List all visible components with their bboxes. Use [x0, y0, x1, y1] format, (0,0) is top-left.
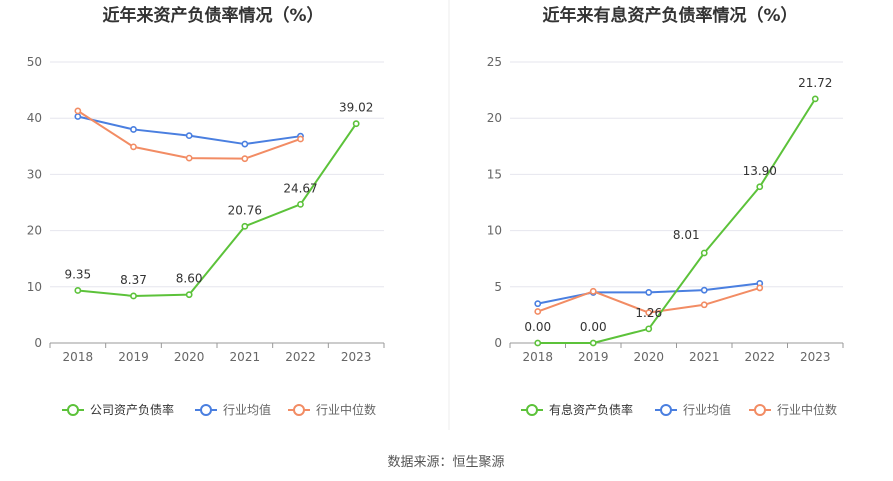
x-tick-label: 2021	[689, 350, 720, 364]
x-tick-label: 2018	[63, 350, 94, 364]
legend-marker	[526, 404, 538, 416]
data-label: 39.02	[339, 101, 373, 115]
y-tick-label: 10	[27, 280, 42, 294]
data-point	[130, 126, 137, 133]
legend-label: 公司资产负债率	[90, 402, 174, 417]
legend-label: 行业中位数	[316, 402, 376, 417]
data-point	[297, 200, 304, 208]
y-tick-label: 0	[34, 336, 42, 350]
data-point	[534, 308, 542, 315]
data-point	[645, 289, 653, 296]
x-tick-label: 2019	[118, 350, 149, 364]
data-point	[700, 286, 708, 294]
series-line	[77, 115, 301, 146]
legend-marker	[660, 404, 672, 416]
chart-title: 近年来资产负债率情况（%）	[102, 5, 323, 26]
data-point	[589, 339, 597, 347]
data-point	[297, 135, 304, 143]
x-tick-label: 2020	[174, 350, 205, 364]
data-point	[74, 107, 82, 115]
data-point	[74, 113, 82, 120]
data-point	[241, 155, 249, 163]
x-tick-label: 2022	[744, 350, 775, 364]
data-label: 0.00	[524, 320, 551, 334]
x-tick-label: 2023	[800, 350, 831, 364]
x-tick-label: 2021	[230, 350, 261, 364]
legend-marker	[293, 404, 305, 416]
y-tick-label: 10	[487, 224, 502, 238]
data-point	[74, 287, 82, 294]
data-point	[352, 120, 360, 128]
data-point	[241, 222, 249, 230]
data-point	[534, 339, 542, 347]
data-point	[645, 325, 653, 333]
x-tick-label: 2018	[522, 350, 553, 364]
data-label: 21.72	[798, 76, 832, 90]
data-point	[185, 154, 193, 162]
legend-marker	[754, 404, 766, 416]
data-label: 24.67	[283, 181, 317, 195]
data-point	[756, 284, 764, 292]
data-label: 1.26	[635, 306, 662, 320]
data-point	[534, 300, 542, 308]
data-point	[241, 140, 249, 148]
data-point	[756, 183, 764, 191]
x-tick-label: 2023	[341, 350, 372, 364]
legend-label: 行业中位数	[777, 402, 837, 417]
data-point	[700, 249, 708, 257]
chart-title: 近年来有息资产负债率情况（%）	[542, 5, 797, 26]
y-tick-label: 50	[27, 55, 42, 69]
legend-label: 行业均值	[223, 402, 271, 417]
legend-marker	[200, 404, 212, 416]
data-label: 13.90	[743, 164, 777, 178]
data-label: 0.00	[580, 320, 607, 334]
interest-bearing-liability-ratio-chart: 近年来有息资产负债率情况（%） 0 5 10 15 20 25 2018 2019 2020 202…	[487, 5, 844, 417]
data-point	[130, 143, 137, 151]
legend-marker	[67, 404, 79, 416]
y-tick-label: 30	[27, 167, 42, 181]
y-tick-label: 5	[494, 280, 502, 294]
data-label: 8.01	[673, 228, 700, 242]
x-tick-label: 2019	[578, 350, 609, 364]
data-point	[185, 132, 193, 140]
y-tick-label: 15	[487, 167, 502, 181]
data-point	[185, 291, 193, 299]
y-tick-label: 20	[487, 111, 502, 125]
y-tick-label: 40	[27, 111, 42, 125]
x-tick-label: 2022	[285, 350, 316, 364]
legend-label: 有息资产负债率	[549, 402, 633, 417]
data-point	[130, 292, 137, 300]
legend-label: 行业均值	[683, 402, 731, 417]
data-label: 8.37	[120, 273, 147, 287]
y-tick-label: 25	[487, 55, 502, 69]
data-point	[645, 309, 653, 317]
x-tick-label: 2020	[633, 350, 664, 364]
data-label: 9.35	[64, 267, 91, 281]
data-label: 20.76	[228, 203, 262, 217]
data-point	[811, 95, 819, 103]
liability-ratio-chart: 近年来资产负债率情况（%） 0 10 20 30 40 50 2018 2019 2020 2021…	[27, 5, 385, 417]
series-line	[77, 123, 357, 297]
data-point	[700, 301, 708, 309]
data-label: 8.60	[176, 272, 203, 286]
series-line	[537, 98, 817, 344]
y-tick-label: 0	[494, 336, 502, 350]
y-tick-label: 20	[27, 224, 42, 238]
source-note: 数据来源：恒生聚源	[387, 455, 504, 470]
data-point	[589, 287, 597, 295]
